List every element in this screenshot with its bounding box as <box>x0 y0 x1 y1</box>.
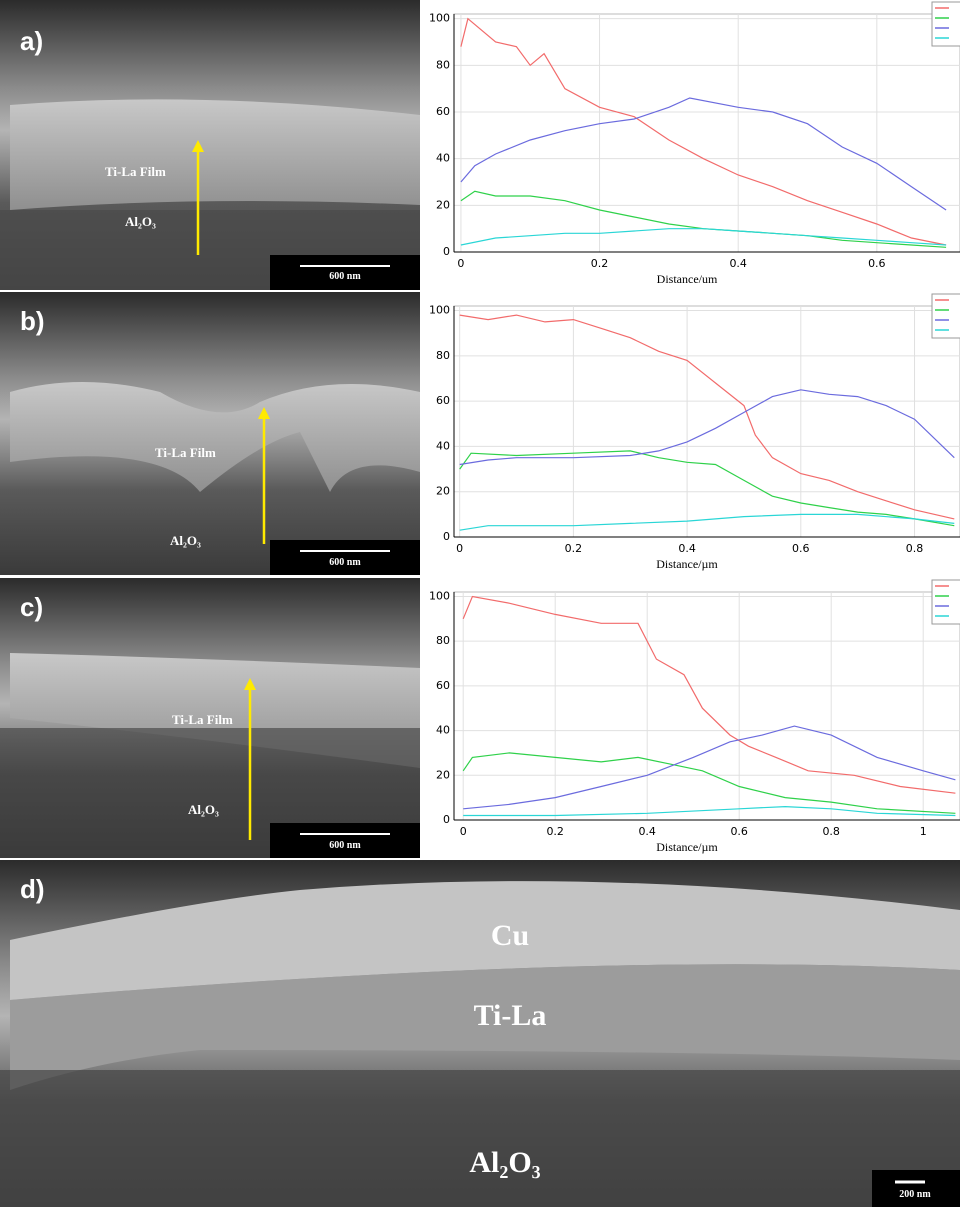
y-tick-label: 20 <box>436 485 450 498</box>
y-tick-label: 100 <box>429 589 450 602</box>
y-tick-label: 40 <box>436 152 450 165</box>
scale-bar-label: 200 nm <box>899 1189 931 1200</box>
x-tick-label: 0 <box>456 542 463 555</box>
panel-label: d) <box>20 874 45 904</box>
y-tick-label: 40 <box>436 724 450 737</box>
scale-bar-label: 600 nm <box>329 557 361 568</box>
x-axis-label: Distance/um <box>657 272 718 286</box>
x-tick-label: 1 <box>920 825 927 838</box>
substrate-label: Al₂O₃ <box>170 533 201 548</box>
line-chart: 0 20 40 60 80 100 0 0.2 0.4 0.6 0.8 Distance/µm <box>424 292 960 575</box>
panel-label: c) <box>20 592 43 622</box>
panel-label: a) <box>20 26 43 56</box>
x-tick-label: 0.4 <box>678 542 696 555</box>
y-tick-label: 20 <box>436 768 450 781</box>
y-tick-label: 0 <box>443 813 450 826</box>
film-label: Ti-La Film <box>155 445 216 460</box>
x-tick-label: 0.2 <box>565 542 583 555</box>
film-label: Ti-La Film <box>172 712 233 727</box>
y-tick-label: 0 <box>443 530 450 543</box>
x-axis-label: Distance/µm <box>656 840 718 854</box>
x-tick-label: 0.2 <box>546 825 564 838</box>
plot-area <box>454 592 960 820</box>
x-tick-label: 0.4 <box>729 257 747 270</box>
x-tick-label: 0 <box>457 257 464 270</box>
y-tick-label: 60 <box>436 679 450 692</box>
line-chart: 0 20 40 60 80 100 0 0.2 0.4 0.6 Distance/um <box>424 0 960 290</box>
y-tick-label: 60 <box>436 394 450 407</box>
y-tick-label: 0 <box>443 245 450 258</box>
line-chart: 0 20 40 60 80 100 0 0.2 0.4 0.6 0.8 1 Distance/µm <box>424 578 960 858</box>
x-tick-label: 0 <box>460 825 467 838</box>
x-tick-label: 0.6 <box>730 825 748 838</box>
x-tick-label: 0.4 <box>638 825 656 838</box>
y-tick-label: 80 <box>436 58 450 71</box>
plot-area <box>454 14 960 252</box>
y-tick-label: 60 <box>436 105 450 118</box>
sem-image-b: b) Ti-La Film Al₂O₃ 600 nm <box>0 292 420 575</box>
panel-label: b) <box>20 306 45 336</box>
y-tick-label: 80 <box>436 349 450 362</box>
x-tick-label: 0.6 <box>868 257 886 270</box>
plot-area <box>454 306 960 537</box>
substrate-label: Al₂O₃ <box>188 802 219 817</box>
page: {"images": [ {"label": "a)", "film": "Ti… <box>0 0 960 1207</box>
film-label: Ti-La <box>474 999 547 1032</box>
x-tick-label: 0.2 <box>591 257 609 270</box>
sem-image-d: d) Cu Ti-La Al₂O₃ 200 nm <box>0 860 960 1207</box>
scale-bar-label: 600 nm <box>329 271 361 282</box>
y-tick-label: 40 <box>436 439 450 452</box>
substrate-label: Al₂O₃ <box>469 1146 540 1179</box>
y-tick-label: 100 <box>429 12 450 25</box>
x-tick-label: 0.8 <box>822 825 840 838</box>
x-axis-label: Distance/µm <box>656 557 718 571</box>
x-tick-label: 0.8 <box>906 542 924 555</box>
scale-bar-label: 600 nm <box>329 840 361 851</box>
film-label: Ti-La Film <box>105 164 166 179</box>
x-tick-label: 0.6 <box>792 542 810 555</box>
y-tick-label: 20 <box>436 198 450 211</box>
substrate-label: Al₂O₃ <box>125 214 156 229</box>
y-tick-label: 100 <box>429 304 450 317</box>
y-tick-label: 80 <box>436 634 450 647</box>
sem-image-a: a) Ti-La Film Al₂O₃ 600 nm <box>0 0 420 290</box>
sem-image-c: c) Ti-La Film Al₂O₃ 600 nm <box>0 578 420 858</box>
top-layer-label: Cu <box>491 919 529 952</box>
